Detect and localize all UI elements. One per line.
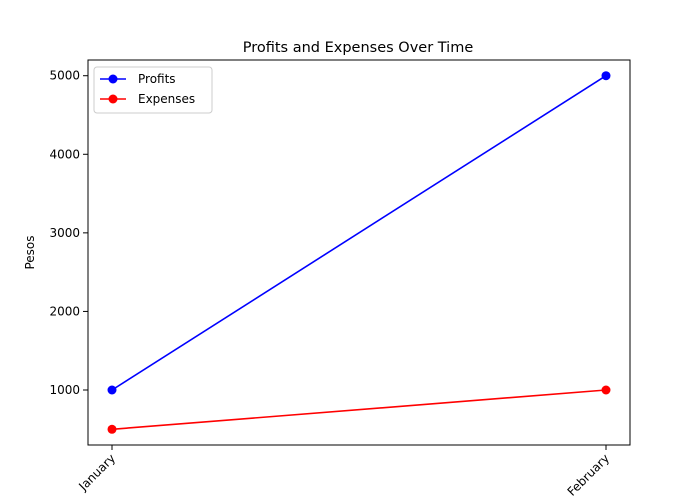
series-profits <box>107 71 611 395</box>
series-line-profits <box>111 75 607 391</box>
legend-swatch-marker <box>108 94 118 104</box>
data-point-expenses <box>107 424 117 434</box>
series-expenses <box>107 385 611 434</box>
y-axis: 1000 2000 3000 4000 5000 <box>49 69 88 397</box>
plot-area <box>87 59 631 446</box>
legend-label: Profits <box>138 72 176 86</box>
y-tick-label: 1000 <box>49 383 80 397</box>
legend-label: Expenses <box>138 92 195 106</box>
legend: Profits Expenses <box>93 66 213 114</box>
series-layer <box>107 71 611 434</box>
data-point-profits <box>601 71 611 81</box>
y-tick-label: 3000 <box>49 226 80 240</box>
legend-item-expenses: Expenses <box>100 92 195 106</box>
plot-frame <box>87 59 631 446</box>
legend-swatch-marker <box>108 74 118 84</box>
y-tick-label: 4000 <box>49 147 80 161</box>
y-axis-label: Pesos <box>23 235 37 269</box>
data-point-profits <box>107 385 117 395</box>
y-tick-label: 5000 <box>49 69 80 83</box>
series-line-expenses <box>111 389 607 431</box>
chart-title: Profits and Expenses Over Time <box>243 40 474 56</box>
data-point-expenses <box>601 385 611 395</box>
y-tick-label: 2000 <box>49 304 80 318</box>
legend-item-profits: Profits <box>100 72 176 86</box>
